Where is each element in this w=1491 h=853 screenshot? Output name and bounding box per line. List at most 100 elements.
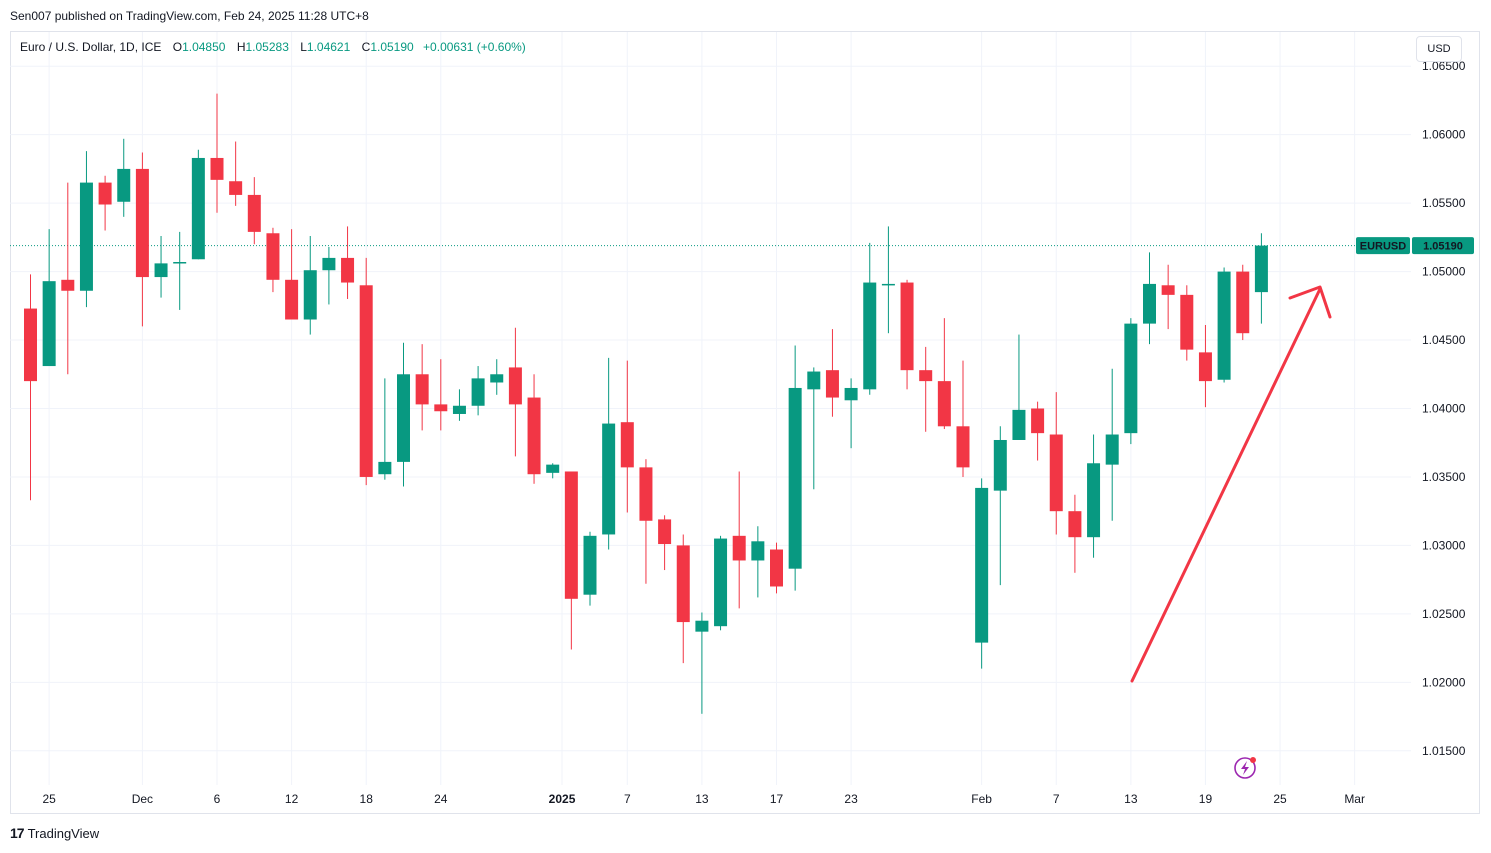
candle-body	[415, 374, 429, 405]
candle-up	[881, 226, 895, 334]
candle-body	[322, 257, 336, 271]
candle-down	[135, 152, 149, 327]
price-tick-label: 1.02000	[1422, 675, 1466, 689]
candle-up	[993, 426, 1007, 586]
time-tick-label: 18	[360, 792, 374, 806]
candle-down	[900, 279, 914, 390]
price-tick-label: 1.03500	[1422, 470, 1466, 484]
time-tick-label: 25	[42, 792, 56, 806]
candle-body	[1161, 285, 1175, 295]
currency-button[interactable]: USD	[1416, 36, 1462, 62]
candle-body	[975, 487, 989, 643]
candle-body	[490, 374, 504, 383]
time-tick-label: 17	[770, 792, 784, 806]
time-axis: 25 Dec 6 12 18 24 2025 7 13 17 23 Feb 7 13 19 25 Mar	[42, 792, 1365, 806]
candle-up	[1143, 252, 1156, 345]
candle-up	[546, 463, 560, 479]
candle-body	[639, 467, 653, 521]
candle-body	[770, 549, 783, 587]
candle-body	[844, 387, 858, 401]
published-caption: Sen007 published on TradingView.com, Feb…	[10, 9, 369, 23]
candle-up	[807, 367, 821, 490]
candle-down	[24, 274, 37, 501]
candle-up	[471, 366, 485, 416]
candle-up	[117, 138, 131, 217]
candle-body	[583, 535, 597, 595]
candle-down	[564, 471, 578, 650]
candle-down	[61, 182, 75, 375]
price-tick-label: 1.04500	[1422, 333, 1466, 347]
legend-close-label: C	[361, 40, 371, 54]
candle-up	[452, 389, 466, 421]
candle-down	[229, 141, 243, 206]
candle-body	[452, 405, 466, 414]
candle-down	[210, 93, 224, 213]
candle-body	[1143, 283, 1156, 324]
candle-down	[658, 515, 672, 571]
time-tick-label: 13	[1124, 792, 1138, 806]
candle-body	[546, 464, 560, 473]
candle-body	[620, 422, 634, 468]
candle-body	[881, 283, 895, 286]
candle-down	[359, 257, 373, 486]
legend-open-label: O	[172, 40, 183, 54]
candle-down	[266, 227, 280, 293]
candle-up	[1105, 368, 1119, 521]
time-tick-label: 24	[434, 792, 448, 806]
time-tick-label: 23	[844, 792, 858, 806]
candle-down	[620, 360, 634, 513]
candle-down	[1031, 401, 1045, 461]
candle-down	[1161, 264, 1175, 330]
candle-up	[191, 149, 205, 260]
time-tick-label: 6	[214, 792, 221, 806]
candle-body	[1236, 271, 1250, 334]
candle-up	[42, 229, 56, 367]
candle-body	[378, 461, 392, 475]
candle-body	[508, 367, 522, 405]
candle-down	[98, 175, 112, 231]
legend-close-value: 1.05190	[370, 40, 414, 54]
candle-down	[247, 177, 261, 245]
candle-body	[807, 371, 821, 390]
candle-body	[863, 282, 877, 390]
time-tick-label: 19	[1199, 792, 1213, 806]
candle-body	[751, 541, 765, 561]
candle-up	[583, 531, 597, 606]
lightning-icon[interactable]	[1234, 757, 1256, 779]
candle-down	[1198, 324, 1212, 408]
chart-grid	[10, 32, 1411, 785]
chart-legend: Euro / U.S. Dollar, 1D, ICE O1.04850 H1.…	[20, 40, 526, 54]
candle-body	[397, 374, 410, 462]
time-tick-label: 7	[1053, 792, 1060, 806]
candle-body	[900, 282, 914, 371]
price-tag-symbol-bg	[1356, 237, 1410, 255]
candle-body	[1087, 463, 1101, 538]
candle-up	[79, 151, 93, 308]
candle-body	[1217, 271, 1231, 380]
chart-frame	[10, 31, 1480, 814]
candle-body	[359, 285, 373, 477]
time-tick-label: 7	[624, 792, 631, 806]
candle-down	[937, 318, 951, 430]
tradingview-brand: TradingView	[27, 825, 100, 841]
candle-body	[1180, 294, 1194, 350]
tradingview-logo[interactable]: 17 TradingView	[10, 825, 99, 841]
candle-up	[863, 242, 877, 395]
candle-body	[117, 168, 131, 202]
candle-body	[527, 397, 541, 475]
price-tag-value-bg	[1412, 237, 1474, 255]
legend-high-value: 1.05283	[245, 40, 289, 54]
candle-down	[1068, 494, 1082, 573]
candle-down	[1236, 264, 1250, 341]
candle-body	[247, 194, 261, 232]
legend-symbol: Euro / U.S. Dollar, 1D, ICE	[20, 40, 162, 54]
candle-down	[434, 359, 448, 431]
candle-up	[602, 357, 616, 550]
candle-up	[844, 378, 858, 449]
price-tick-label: 1.05000	[1422, 265, 1466, 279]
time-tick-label: Mar	[1344, 792, 1365, 806]
candle-body	[61, 279, 75, 291]
candle-body	[956, 426, 970, 468]
candle-down	[1049, 392, 1063, 535]
